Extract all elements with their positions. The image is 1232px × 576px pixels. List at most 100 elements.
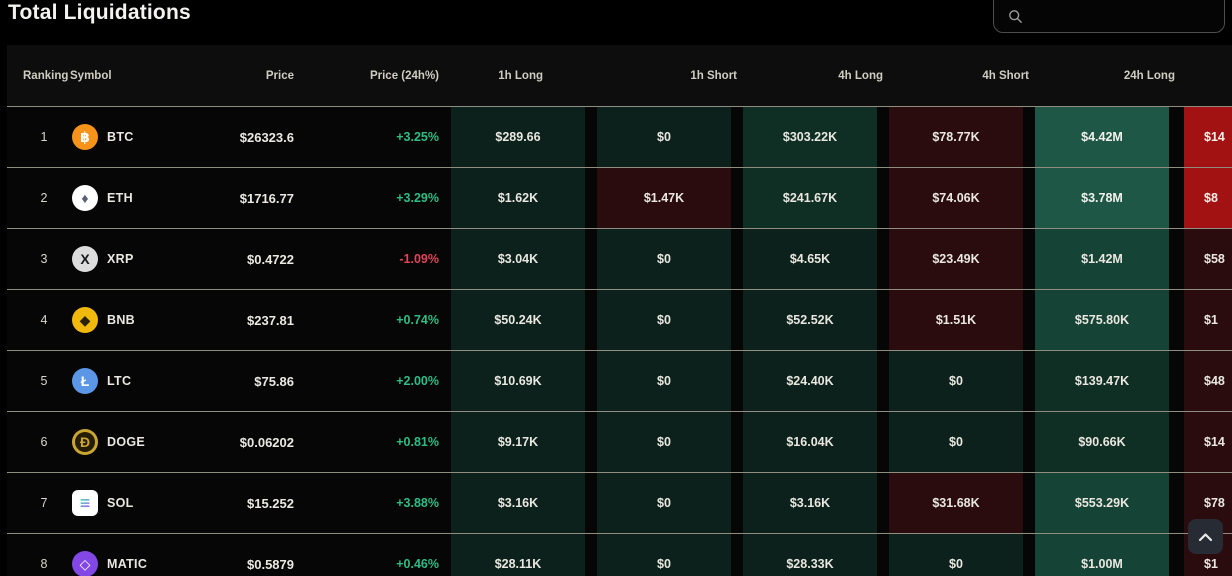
change-cell: -1.09% bbox=[399, 252, 439, 266]
cell-1h-long: $289.66 bbox=[451, 107, 585, 167]
cell-24h-long-column: $1.00M bbox=[1029, 534, 1175, 576]
symbol-cell[interactable]: X XRP bbox=[65, 229, 230, 289]
cell-4h-long: $241.67K bbox=[743, 168, 877, 228]
cell-1h-long-column: $289.66 bbox=[445, 107, 591, 167]
cell-1h-short-column: $0 bbox=[591, 412, 737, 472]
cell-4h-short: $31.68K bbox=[889, 473, 1023, 533]
table-row[interactable]: 8 ◇ MATIC $0.5879 +0.46% $28.11K $0 $28.33… bbox=[7, 533, 1232, 576]
cell-1h-long-column: $9.17K bbox=[445, 412, 591, 472]
header-price[interactable]: Price bbox=[265, 69, 294, 82]
rank-cell: 1 bbox=[40, 130, 48, 144]
cell-1h-short-column: $0 bbox=[591, 473, 737, 533]
cell-1h-short: $0 bbox=[597, 351, 731, 411]
cell-24h-short: $14 bbox=[1184, 107, 1232, 167]
cell-4h-short-column: $1.51K bbox=[883, 290, 1029, 350]
symbol-cell[interactable]: ◇ MATIC bbox=[65, 534, 230, 576]
coin-symbol: XRP bbox=[107, 252, 134, 266]
cell-4h-long-column: $28.33K bbox=[737, 534, 883, 576]
cell-24h-long: $1.00M bbox=[1035, 534, 1169, 576]
symbol-cell[interactable]: ♦ ETH bbox=[65, 168, 230, 228]
cell-1h-short: $0 bbox=[597, 473, 731, 533]
xrp-coin-icon: X bbox=[72, 246, 98, 272]
header-4h-long[interactable]: 4h Long bbox=[838, 69, 883, 82]
rank-cell: 8 bbox=[40, 557, 48, 571]
cell-1h-short: $0 bbox=[597, 534, 731, 576]
cell-24h-long-column: $4.42M bbox=[1029, 107, 1175, 167]
page-title: Total Liquidations bbox=[8, 1, 191, 24]
table-row[interactable]: 3 X XRP $0.4722 -1.09% $3.04K $0 $4.65K $23… bbox=[7, 228, 1232, 289]
cell-24h-short-column: $1 bbox=[1175, 290, 1232, 350]
price-cell: $0.5879 bbox=[247, 556, 294, 572]
cell-24h-long: $139.47K bbox=[1035, 351, 1169, 411]
rank-cell: 6 bbox=[40, 435, 48, 449]
cell-1h-long-column: $50.24K bbox=[445, 290, 591, 350]
header-1h-short[interactable]: 1h Short bbox=[690, 69, 737, 82]
cell-1h-long: $9.17K bbox=[451, 412, 585, 472]
header-1h-long[interactable]: 1h Long bbox=[498, 69, 543, 82]
cell-4h-short: $74.06K bbox=[889, 168, 1023, 228]
sol-coin-icon: ≡ bbox=[72, 490, 98, 516]
table-row[interactable]: 7 ≡ SOL $15.252 +3.88% $3.16K $0 $3.16K $31… bbox=[7, 472, 1232, 533]
cell-1h-long-column: $10.69K bbox=[445, 351, 591, 411]
ltc-coin-icon: Ł bbox=[72, 368, 98, 394]
cell-24h-short-column: $8 bbox=[1175, 168, 1232, 228]
coin-symbol: BNB bbox=[107, 313, 135, 327]
coin-symbol: LTC bbox=[107, 374, 132, 388]
scroll-to-top-button[interactable] bbox=[1188, 519, 1223, 554]
price-cell: $15.252 bbox=[247, 495, 294, 511]
table-row[interactable]: 1 ฿ BTC $26323.6 +3.25% $289.66 $0 $303.22… bbox=[7, 106, 1232, 167]
chevron-up-icon bbox=[1198, 532, 1213, 542]
cell-24h-long: $90.66K bbox=[1035, 412, 1169, 472]
cell-24h-long-column: $139.47K bbox=[1029, 351, 1175, 411]
cell-24h-short: $48 bbox=[1184, 351, 1232, 411]
cell-4h-long-column: $4.65K bbox=[737, 229, 883, 289]
cell-4h-long: $52.52K bbox=[743, 290, 877, 350]
price-cell: $0.4722 bbox=[247, 251, 294, 267]
table-row[interactable]: 6 Ð DOGE $0.06202 +0.81% $9.17K $0 $16.04K… bbox=[7, 411, 1232, 472]
symbol-cell[interactable]: ◆ BNB bbox=[65, 290, 230, 350]
symbol-cell[interactable]: ฿ BTC bbox=[65, 107, 230, 167]
cell-1h-long: $3.16K bbox=[451, 473, 585, 533]
cell-4h-long-column: $3.16K bbox=[737, 473, 883, 533]
cell-1h-long: $28.11K bbox=[451, 534, 585, 576]
table-row[interactable]: 5 Ł LTC $75.86 +2.00% $10.69K $0 $24.40K $0… bbox=[7, 350, 1232, 411]
cell-1h-long-column: $28.11K bbox=[445, 534, 591, 576]
cell-1h-short: $0 bbox=[597, 412, 731, 472]
liquidations-table: Ranking Symbol Price Price (24h%) 1h Lon… bbox=[7, 45, 1232, 576]
cell-4h-short: $78.77K bbox=[889, 107, 1023, 167]
coin-symbol: ETH bbox=[107, 191, 133, 205]
rank-cell: 3 bbox=[40, 252, 48, 266]
header-price-change[interactable]: Price (24h%) bbox=[369, 69, 439, 82]
cell-24h-short-column: $58 bbox=[1175, 229, 1232, 289]
header-24h-long[interactable]: 24h Long bbox=[1123, 69, 1175, 82]
cell-1h-short-column: $1.47K bbox=[591, 168, 737, 228]
table-row[interactable]: 2 ♦ ETH $1716.77 +3.29% $1.62K $1.47K $241… bbox=[7, 167, 1232, 228]
cell-1h-long-column: $3.04K bbox=[445, 229, 591, 289]
symbol-cell[interactable]: Ð DOGE bbox=[65, 412, 230, 472]
cell-4h-short: $1.51K bbox=[889, 290, 1023, 350]
header-4h-short[interactable]: 4h Short bbox=[982, 69, 1029, 82]
cell-1h-short: $1.47K bbox=[597, 168, 731, 228]
change-cell: +3.25% bbox=[396, 130, 439, 144]
cell-24h-short: $8 bbox=[1184, 168, 1232, 228]
cell-4h-short-column: $0 bbox=[883, 351, 1029, 411]
cell-24h-short-column: $14 bbox=[1175, 107, 1232, 167]
change-cell: +0.46% bbox=[396, 557, 439, 571]
cell-4h-short-column: $74.06K bbox=[883, 168, 1029, 228]
change-cell: +2.00% bbox=[396, 374, 439, 388]
coin-symbol: MATIC bbox=[107, 557, 148, 571]
price-cell: $26323.6 bbox=[239, 129, 294, 145]
header-symbol[interactable]: Symbol bbox=[70, 69, 112, 82]
change-cell: +3.29% bbox=[396, 191, 439, 205]
table-row[interactable]: 4 ◆ BNB $237.81 +0.74% $50.24K $0 $52.52K $… bbox=[7, 289, 1232, 350]
table-header-row: Ranking Symbol Price Price (24h%) 1h Lon… bbox=[7, 45, 1232, 106]
symbol-cell[interactable]: Ł LTC bbox=[65, 351, 230, 411]
cell-1h-short-column: $0 bbox=[591, 229, 737, 289]
cell-4h-short-column: $0 bbox=[883, 534, 1029, 576]
cell-1h-long-column: $3.16K bbox=[445, 473, 591, 533]
search-input[interactable] bbox=[993, 0, 1225, 33]
rank-cell: 7 bbox=[40, 496, 48, 510]
symbol-cell[interactable]: ≡ SOL bbox=[65, 473, 230, 533]
cell-4h-short: $0 bbox=[889, 412, 1023, 472]
header-ranking[interactable]: Ranking bbox=[23, 69, 69, 82]
